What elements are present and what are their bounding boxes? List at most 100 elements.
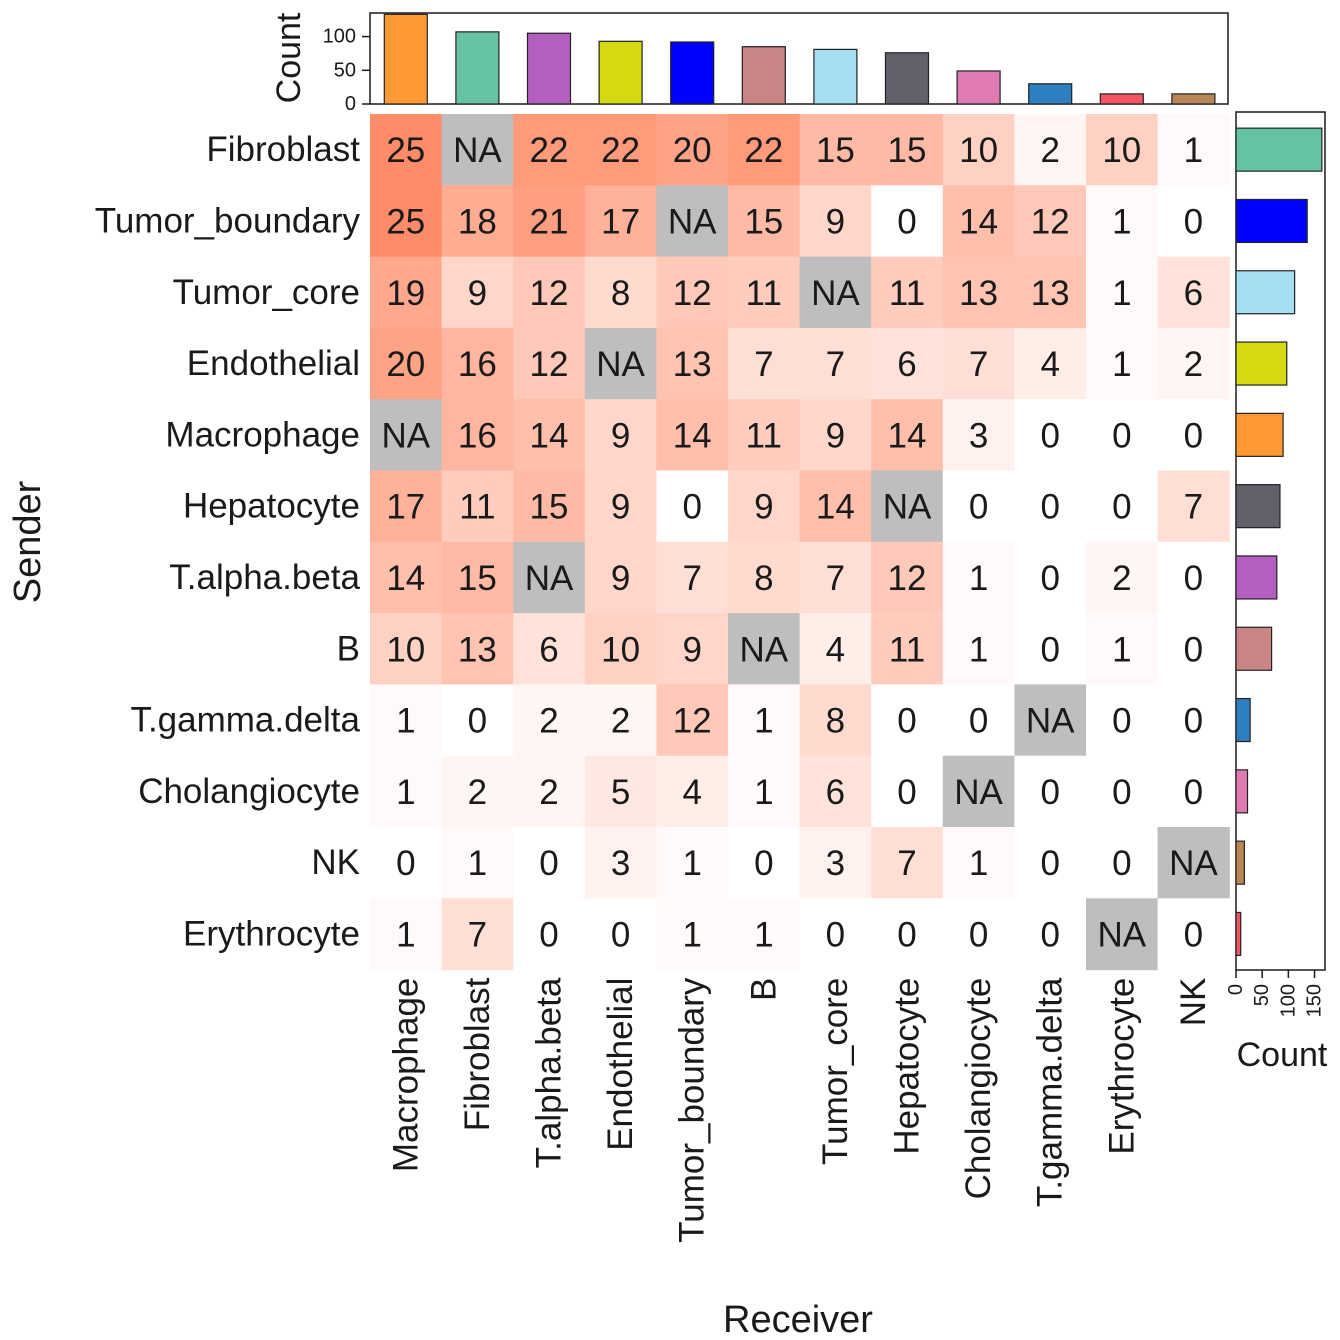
cell-value-label: 0 — [1040, 773, 1059, 812]
cell-value-label: 8 — [826, 702, 845, 741]
heatmap-cell — [1086, 470, 1159, 543]
cell-value-label: 1 — [468, 844, 487, 883]
heatmap-cell — [513, 327, 586, 400]
heatmap-cell — [584, 684, 657, 757]
heatmap-cell — [1157, 898, 1230, 971]
heatmap-cell — [513, 898, 586, 971]
right-count-barplot: 0 50 100 150 — [1225, 111, 1326, 1017]
cell-value-label: 0 — [468, 702, 487, 741]
right-barplot-frame — [1235, 111, 1326, 971]
heatmap-cell — [1086, 185, 1159, 258]
heatmap-cell — [513, 684, 586, 757]
heatmap-cell — [656, 256, 729, 329]
receiver-tick-label: Fibroblast — [458, 977, 497, 1131]
heatmap-cell — [441, 755, 514, 828]
heatmap-cell — [1157, 827, 1230, 899]
heatmap-cell — [1014, 541, 1087, 614]
cell-value-label: 9 — [611, 559, 630, 598]
cell-value-label: 6 — [1184, 274, 1203, 313]
cell-value-label: 1 — [1112, 345, 1131, 384]
heatmap-cell — [1014, 185, 1087, 258]
sender-tick-label: Cholangiocyte — [138, 772, 360, 811]
heatmap-cell — [441, 613, 514, 685]
cell-value-label: 20 — [386, 345, 425, 384]
heatmap-cell — [871, 185, 944, 258]
heatmap-cell — [513, 185, 586, 258]
cell-value-label: 1 — [1112, 274, 1131, 313]
receiver-tick-label: T.gamma.delta — [1031, 977, 1070, 1207]
top-count-bar — [526, 32, 572, 105]
cell-value-label: 11 — [746, 274, 782, 313]
right-axis-tick-label: 150 — [1304, 984, 1326, 1017]
heatmap-cell — [370, 541, 443, 614]
heatmap-cell — [942, 898, 1015, 971]
cell-value-label: 25 — [386, 202, 425, 241]
cell-value-label: 1 — [969, 559, 988, 598]
cell-value-label: 12 — [673, 274, 712, 313]
heatmap-cell — [513, 114, 586, 186]
cell-value-label: 25 — [386, 131, 425, 170]
heatmap-cell — [1086, 898, 1159, 971]
cell-value-label: 20 — [673, 131, 712, 170]
heatmap-cell — [799, 114, 872, 186]
top-count-bar — [455, 31, 500, 105]
cell-value-label: NA — [596, 345, 645, 384]
cell-value-label: 14 — [673, 416, 712, 455]
heatmap-cell — [584, 898, 657, 971]
heatmap-cell — [942, 256, 1015, 329]
heatmap-cell — [942, 541, 1015, 614]
heatmap-cell — [656, 541, 729, 614]
cell-value-label: 7 — [897, 844, 916, 883]
cell-value-label: 7 — [969, 345, 988, 384]
cell-value-label: 0 — [969, 915, 988, 954]
heatmap-cell — [1157, 114, 1230, 186]
heatmap-cell — [584, 470, 657, 543]
cell-value-label: 10 — [959, 131, 998, 170]
heatmap-cell — [656, 114, 729, 186]
cell-value-label: 0 — [1040, 559, 1059, 598]
heatmap-cell — [1157, 684, 1230, 757]
cell-value-label: 0 — [539, 844, 558, 883]
heatmap-cell — [942, 114, 1015, 186]
heatmap-cell — [584, 256, 657, 329]
cell-value-label: NA — [1097, 915, 1146, 954]
cell-value-label: 0 — [1184, 559, 1203, 598]
cell-value-label: 6 — [897, 345, 916, 384]
top-axis-tick-label: 50 — [334, 59, 356, 81]
heatmap-cell — [656, 898, 729, 971]
heatmap-cell — [1157, 185, 1230, 258]
cell-value-label: 17 — [601, 202, 640, 241]
cell-value-label: 11 — [889, 630, 925, 669]
heatmap-cell — [656, 399, 729, 472]
heatmap-cell — [584, 541, 657, 614]
heatmap-cell — [370, 114, 443, 186]
cell-value-label: NA — [381, 416, 430, 455]
cell-value-label: 12 — [1031, 202, 1070, 241]
top-count-bar — [1028, 83, 1073, 105]
heatmap-cell — [728, 898, 801, 971]
right-axis-tick-label: 0 — [1225, 984, 1247, 995]
cell-value-label: NA — [883, 488, 932, 527]
heatmap-cell — [1014, 470, 1087, 543]
top-count-bar — [1171, 93, 1216, 105]
heatmap-cell — [728, 755, 801, 828]
cell-value-label: 2 — [1040, 131, 1059, 170]
sender-tick-label: NK — [311, 843, 360, 882]
heatmap-cell — [656, 470, 729, 543]
cell-value-label: 16 — [458, 416, 497, 455]
cell-value-label: 0 — [396, 844, 415, 883]
cell-value-label: 0 — [1184, 915, 1203, 954]
heatmap-cell — [728, 256, 801, 329]
cell-value-label: 2 — [1184, 345, 1203, 384]
cell-value-label: NA — [453, 131, 502, 170]
heatmap-cell — [1086, 755, 1159, 828]
top-count-bar — [956, 70, 1001, 105]
receiver-tick-label: Cholangiocyte — [959, 978, 998, 1200]
cell-value-label: 9 — [468, 274, 487, 313]
cell-value-label: 0 — [897, 202, 916, 241]
heatmap-cell — [656, 185, 729, 258]
sender-tick-label: Endothelial — [187, 344, 360, 383]
cell-value-label: 22 — [601, 131, 640, 170]
heatmap-cell — [1086, 399, 1159, 472]
y-axis-title: Sender — [7, 480, 49, 603]
